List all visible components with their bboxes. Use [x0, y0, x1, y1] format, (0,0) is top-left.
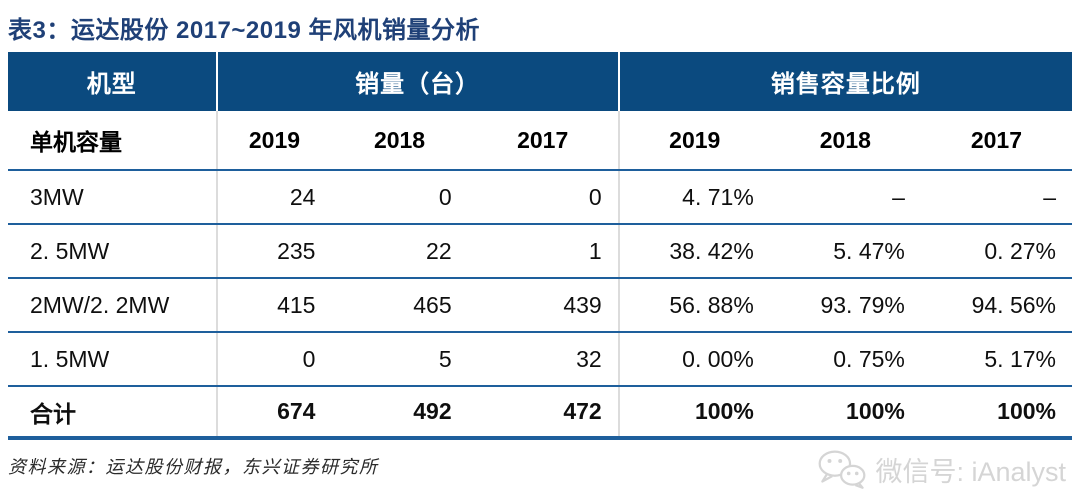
year-header-sales-2019: 2019: [215, 111, 332, 171]
year-header-ratio-2018: 2018: [769, 111, 921, 171]
cell-ratio-total: 100%: [920, 386, 1072, 440]
table-row-total: 合计 674 492 472 100% 100% 100%: [8, 386, 1072, 440]
cell-model: 1. 5MW: [8, 332, 217, 387]
cell-sales-total: 674: [215, 386, 332, 440]
table-row-3mw: 3MW 24 0 0 4. 71% – –: [8, 170, 1072, 225]
year-header-sales-2017: 2017: [467, 111, 619, 171]
cell-sales: 1: [467, 224, 619, 279]
cell-sales-total: 472: [467, 386, 619, 440]
wind-turbine-sales-table: 机型 销量（台） 销售容量比例 单机容量 2019 2018 2017 2019…: [8, 52, 1072, 440]
col-group-model: 机型: [8, 52, 217, 111]
report-table-page: 表3：运达股份 2017~2019 年风机销量分析 机型 销量（台） 销售容量比…: [8, 17, 1072, 489]
subheader-capacity-label: 单机容量: [8, 111, 217, 171]
cell-model: 2. 5MW: [8, 224, 217, 279]
wechat-icon: [819, 450, 866, 489]
cell-ratio: 4. 71%: [617, 170, 770, 225]
cell-sales: 0: [467, 170, 619, 225]
cell-ratio: 0. 00%: [617, 332, 770, 387]
table-row-2-5mw: 2. 5MW 235 22 1 38. 42% 5. 47% 0. 27%: [8, 224, 1072, 279]
footer: 资料来源：运达股份财报，东兴证券研究所 微信号: iAnalyst: [8, 449, 1072, 489]
cell-ratio: 0. 27%: [920, 224, 1072, 279]
cell-ratio: 0. 75%: [769, 332, 921, 387]
year-header-ratio-2017: 2017: [920, 111, 1072, 171]
cell-sales: 22: [331, 224, 468, 279]
cell-sales: 415: [215, 278, 332, 333]
cell-ratio: 94. 56%: [920, 278, 1072, 333]
cell-sales: 235: [215, 224, 332, 279]
cell-sales: 439: [467, 278, 619, 333]
cell-sales: 24: [215, 170, 332, 225]
table-row-2mw-2-2mw: 2MW/2. 2MW 415 465 439 56. 88% 93. 79% 9…: [8, 278, 1072, 333]
col-group-ratio: 销售容量比例: [617, 52, 1072, 111]
cell-ratio: 5. 17%: [920, 332, 1072, 387]
cell-ratio: –: [920, 170, 1072, 225]
cell-ratio: 38. 42%: [617, 224, 770, 279]
wechat-watermark: 微信号: iAnalyst: [817, 449, 1072, 489]
cell-ratio-total: 100%: [617, 386, 770, 440]
year-header-ratio-2019: 2019: [617, 111, 770, 171]
table-row-1-5mw: 1. 5MW 0 5 32 0. 00% 0. 75% 5. 17%: [8, 332, 1072, 387]
cell-total-label: 合计: [8, 386, 217, 440]
cell-ratio-total: 100%: [769, 386, 921, 440]
cell-ratio: 93. 79%: [769, 278, 921, 333]
cell-model: 3MW: [8, 170, 217, 225]
sub-header-row: 单机容量 2019 2018 2017 2019 2018 2017: [8, 111, 1072, 171]
group-header-row: 机型 销量（台） 销售容量比例: [8, 52, 1072, 111]
cell-sales: 32: [467, 332, 619, 387]
cell-sales-total: 492: [331, 386, 468, 440]
year-header-sales-2018: 2018: [331, 111, 468, 171]
cell-ratio: –: [769, 170, 921, 225]
col-group-sales: 销量（台）: [215, 52, 619, 111]
cell-model: 2MW/2. 2MW: [8, 278, 217, 333]
cell-ratio: 56. 88%: [617, 278, 770, 333]
cell-sales: 0: [215, 332, 332, 387]
table-title: 表3：运达股份 2017~2019 年风机销量分析: [8, 17, 480, 44]
wechat-id-text: 微信号: iAnalyst: [875, 456, 1066, 487]
cell-sales: 5: [331, 332, 468, 387]
data-source-note: 资料来源：运达股份财报，东兴证券研究所: [8, 457, 379, 477]
cell-sales: 0: [331, 170, 468, 225]
cell-sales: 465: [331, 278, 468, 333]
cell-ratio: 5. 47%: [769, 224, 921, 279]
